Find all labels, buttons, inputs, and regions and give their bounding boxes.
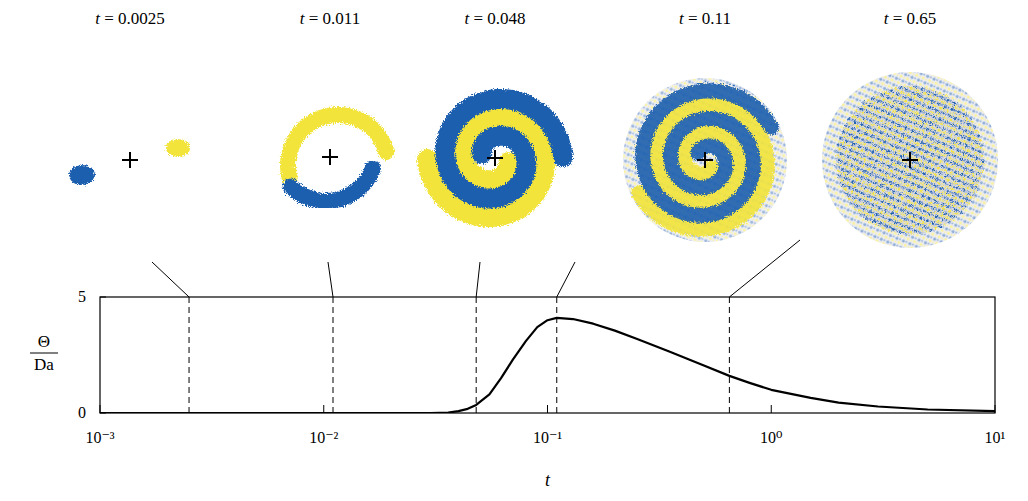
center-cross	[704, 152, 706, 168]
x-tick-label: 10⁻¹	[533, 429, 562, 446]
center-cross	[909, 152, 911, 168]
snapshot-label: t = 0.011	[300, 9, 360, 28]
connector	[328, 262, 333, 297]
x-tick	[100, 405, 101, 413]
x-axis-title: t	[545, 470, 551, 490]
blob	[166, 139, 190, 157]
spiral-arm	[643, 91, 772, 216]
connector	[729, 240, 800, 297]
y-axis-title: Da	[34, 355, 54, 374]
label-part: = 0.011	[305, 9, 361, 28]
spiral-arm	[445, 99, 563, 199]
center-cross	[129, 152, 131, 168]
snapshot	[623, 78, 787, 242]
center-cross	[329, 149, 331, 165]
x-tick-label: 10⁰	[760, 429, 782, 446]
connector	[557, 262, 575, 297]
y-tick	[100, 297, 106, 298]
figure: 10⁻³ 10⁻² 10⁻¹ 10⁰ 10¹ 0 5 t Θ Da t = 0.0025 t = 0.…	[0, 0, 1028, 501]
plot-area	[100, 318, 995, 413]
mixed-halo	[623, 78, 787, 242]
y-tick-label: 0	[78, 404, 86, 421]
crescent	[291, 168, 373, 201]
label-part: = 0.048	[469, 9, 525, 28]
connector	[152, 262, 189, 297]
mixed-halo	[822, 72, 998, 248]
snapshot-label: t = 0.048	[464, 9, 525, 28]
snapshot	[427, 99, 563, 217]
curve	[100, 318, 995, 413]
label-part: = 0.11	[684, 9, 731, 28]
x-tick	[547, 405, 548, 413]
snapshot-marker	[476, 297, 477, 413]
snapshot	[288, 115, 386, 201]
snapshot-label: t = 0.0025	[95, 9, 165, 28]
snapshot-label: t = 0.11	[679, 9, 731, 28]
plot-frame	[100, 297, 995, 413]
label-part: = 0.0025	[100, 9, 165, 28]
x-tick-label: 10⁻³	[85, 429, 114, 446]
fraction-bar	[30, 353, 58, 354]
blob	[69, 165, 95, 185]
mixed-disc	[836, 86, 984, 234]
x-tick-label: 10⁻²	[309, 429, 338, 446]
x-tick-label: 10¹	[985, 429, 1006, 446]
snapshot	[822, 72, 998, 248]
y-axis-title: Θ	[38, 332, 50, 351]
x-tick	[771, 405, 772, 413]
x-tick	[323, 405, 324, 413]
label-part: = 0.65	[888, 9, 936, 28]
connector	[476, 262, 480, 297]
snapshot-marker	[333, 297, 334, 413]
snapshot-marker	[556, 297, 557, 413]
snapshot	[69, 139, 190, 185]
snapshot-marker	[729, 297, 730, 413]
center-cross	[494, 150, 496, 166]
y-tick-label: 5	[78, 288, 86, 305]
snapshot-label: t = 0.65	[884, 9, 937, 28]
snapshot-marker	[189, 297, 190, 413]
